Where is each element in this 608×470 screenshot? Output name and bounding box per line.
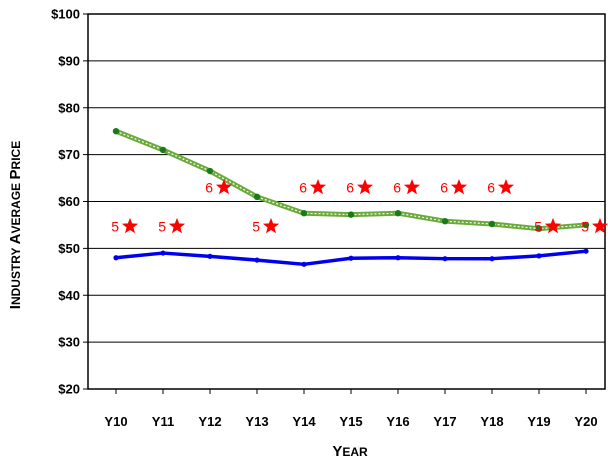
- y-axis-title-rest-1: NDUSTRY: [9, 244, 23, 305]
- x-tick-label: Y17: [433, 414, 456, 429]
- rating-label: 5: [158, 218, 166, 234]
- series-point-blue: [254, 257, 260, 263]
- x-tick-label: Y14: [292, 414, 316, 429]
- series-point-green: [441, 217, 449, 225]
- y-axis-title: INDUSTRY AVERAGE PRICE: [7, 141, 24, 309]
- star-icon: [450, 178, 468, 195]
- series-point-blue: [536, 253, 542, 259]
- x-tick-label: Y13: [245, 414, 268, 429]
- x-axis-title: YEAR: [332, 443, 368, 460]
- x-tick-label: Y20: [574, 414, 597, 429]
- series-point-blue: [442, 256, 448, 262]
- star-icon: [497, 178, 515, 195]
- y-axis-title-rest-3: RICE: [9, 141, 23, 170]
- y-tick-label: $100: [51, 7, 80, 22]
- series-point-blue: [489, 256, 495, 262]
- y-axis-title-rest-2: VERAGE: [9, 179, 23, 233]
- y-tick-label: $30: [58, 335, 80, 350]
- star-icon: [544, 217, 562, 234]
- series-point-blue: [583, 248, 589, 254]
- y-tick-label: $70: [58, 147, 80, 162]
- y-axis-title-cap-3: P: [7, 169, 24, 179]
- rating-label: 5: [111, 218, 119, 234]
- series-point-blue: [207, 253, 213, 259]
- rating-label: 6: [346, 179, 354, 195]
- series-point-blue: [160, 250, 166, 256]
- x-tick-label: Y18: [480, 414, 503, 429]
- rating-label: 6: [299, 179, 307, 195]
- star-icon: [309, 178, 327, 195]
- series-point-blue: [348, 255, 354, 261]
- y-tick-label: $90: [58, 53, 80, 68]
- rating-annotations: 5 5 6 5 6 6 6 6 6 5 5: [111, 178, 608, 234]
- y-axis-ticks: $20 $30 $40 $50 $60 $70 $80 $90 $100: [51, 7, 88, 397]
- y-tick-label: $80: [58, 100, 80, 115]
- y-axis-title-cap-2: A: [7, 233, 24, 244]
- star-icon: [121, 217, 139, 234]
- y-axis-title-cap-1: I: [7, 305, 24, 309]
- x-tick-label: Y19: [527, 414, 550, 429]
- y-tick-label: $20: [58, 382, 80, 397]
- series-point-green: [347, 211, 355, 218]
- rating-label: 5: [534, 218, 542, 234]
- star-icon: [356, 178, 374, 195]
- star-icon: [168, 217, 186, 234]
- rating-label: 6: [487, 179, 495, 195]
- rating-label: 5: [581, 218, 589, 234]
- series-point-blue: [395, 255, 401, 261]
- x-tick-label: Y15: [339, 414, 362, 429]
- series-point-green: [253, 193, 261, 201]
- x-tick-label: Y11: [152, 414, 174, 429]
- x-axis-title-cap: Y: [332, 443, 342, 460]
- rating-label: 6: [205, 179, 213, 195]
- x-axis-ticks: Y10 Y11 Y12 Y13 Y14 Y15 Y16 Y17 Y18 Y19 Y20: [104, 389, 598, 429]
- y-tick-label: $50: [58, 241, 80, 256]
- series-point-green: [300, 210, 308, 217]
- x-tick-label: Y12: [198, 414, 221, 429]
- star-icon: [591, 217, 608, 234]
- series-point-green: [582, 221, 590, 229]
- y-tick-label: $60: [58, 194, 80, 209]
- series-point-green: [394, 210, 402, 217]
- series-point-green: [159, 146, 167, 154]
- x-tick-label: Y16: [386, 414, 409, 429]
- star-icon: [403, 178, 421, 195]
- y-tick-label: $40: [58, 288, 80, 303]
- series-point-blue: [113, 255, 119, 261]
- rating-label: 6: [393, 179, 401, 195]
- series-point-green: [112, 127, 120, 135]
- star-icon: [262, 217, 280, 234]
- rating-label: 6: [440, 179, 448, 195]
- series-point-blue: [301, 261, 307, 267]
- rating-label: 5: [252, 218, 260, 234]
- x-tick-label: Y10: [104, 414, 127, 429]
- series-lines: [112, 127, 590, 267]
- x-axis-title-rest: EAR: [342, 445, 368, 459]
- series-point-green: [535, 225, 543, 232]
- series-point-green: [206, 167, 214, 175]
- series-point-green: [488, 220, 496, 228]
- star-icon: [215, 178, 233, 195]
